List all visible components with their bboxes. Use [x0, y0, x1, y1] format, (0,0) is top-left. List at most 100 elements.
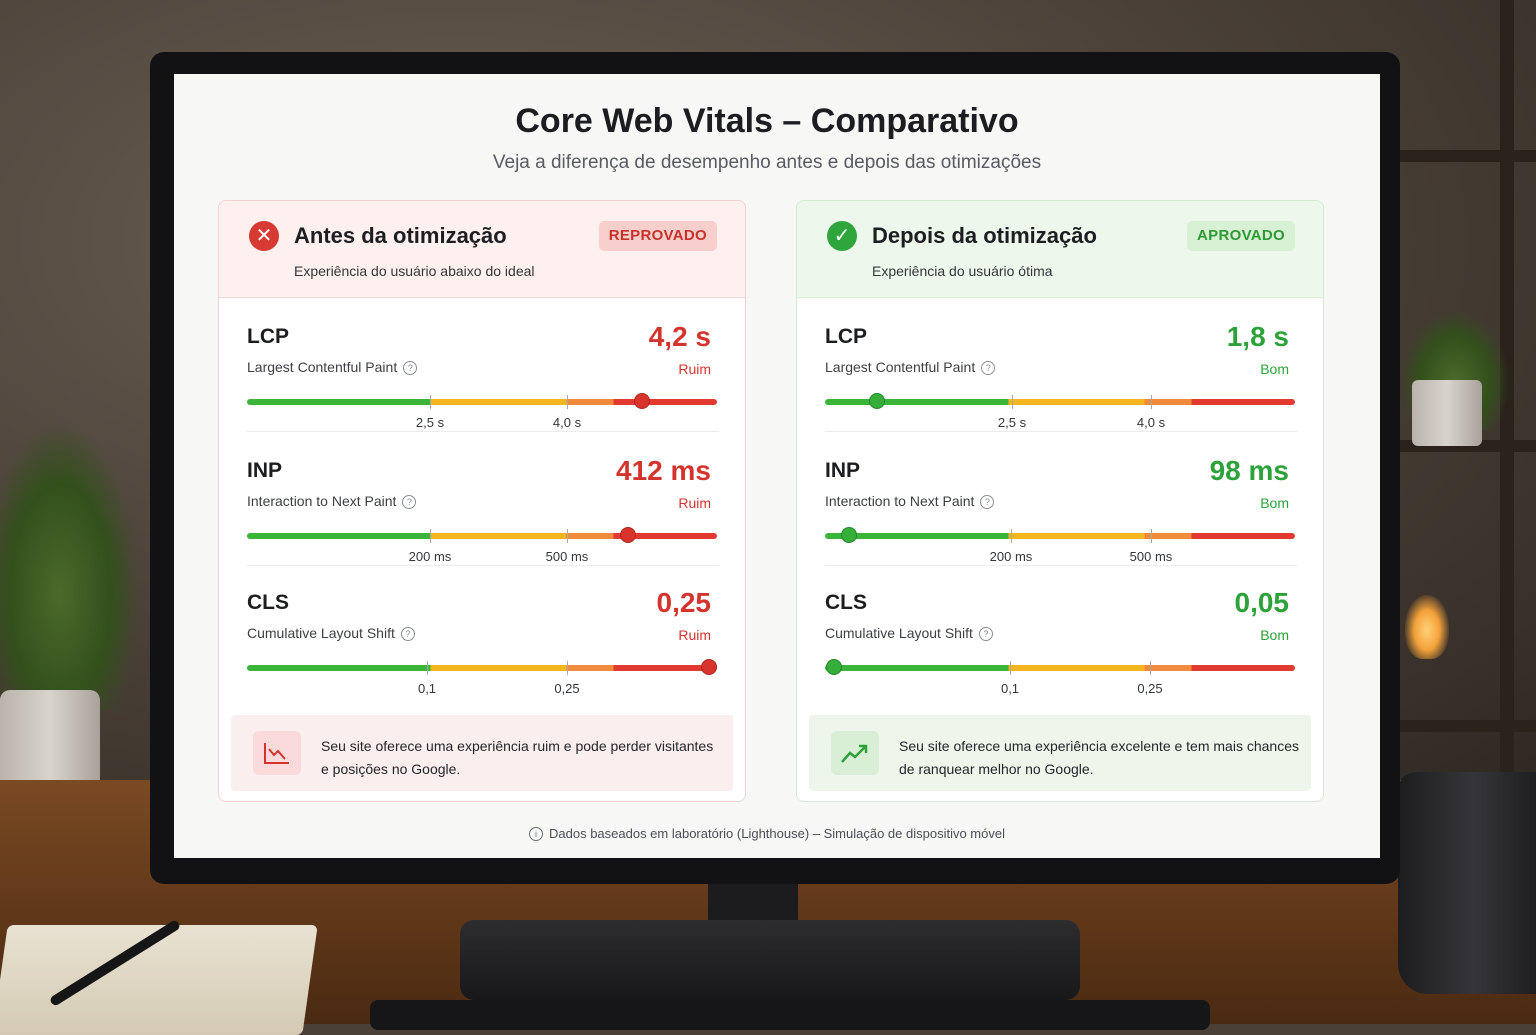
metric-lcp: LCP Largest Contentful Paint? 4,2 s Ruim… — [247, 297, 719, 432]
metric-marker — [619, 527, 636, 543]
scale-tick — [1151, 529, 1152, 543]
scale-tick — [1011, 529, 1012, 543]
shelf-board — [1400, 150, 1536, 162]
metric-inp: INP Interaction to Next Paint? 98 ms Bom… — [825, 431, 1297, 566]
scale-tick — [427, 661, 428, 675]
metric-cls: CLS Cumulative Layout Shift? 0,25 Ruim 0… — [247, 563, 719, 697]
scale-tick — [430, 529, 431, 543]
metric-scale-bar — [247, 665, 717, 671]
metric-value: 1,8 s — [1226, 321, 1289, 352]
metric-name: INP — [247, 459, 283, 482]
footnote: i Dados baseados em laboratório (Lighthou… — [174, 826, 1360, 841]
metric-fullname: Interaction to Next Paint? — [247, 493, 417, 509]
metric-name: LCP — [247, 325, 289, 348]
metric-scale-bar — [247, 399, 717, 405]
status-badge: APROVADO — [1187, 221, 1295, 251]
help-icon[interactable]: ? — [402, 495, 417, 509]
scale-tick-label: 0,1 — [1000, 681, 1020, 696]
metric-marker — [868, 393, 885, 409]
scale-tick — [1010, 661, 1011, 675]
metric-inp: INP Interaction to Next Paint? 412 ms Ru… — [247, 431, 719, 566]
scale-tick — [1012, 395, 1013, 409]
summary-box: Seu site oferece uma experiência excelen… — [809, 715, 1311, 791]
metric-value: 412 ms — [616, 455, 711, 486]
scale-tick — [567, 529, 568, 543]
metric-marker — [701, 659, 717, 675]
info-icon: i — [529, 827, 543, 841]
card-subtitle: Experiência do usuário ótima — [872, 263, 1053, 279]
metric-value: 0,05 — [1234, 587, 1290, 618]
metric-marker — [633, 393, 650, 409]
scale-tick-label: 200 ms — [408, 549, 452, 564]
metric-cls: CLS Cumulative Layout Shift? 0,05 Bom 0,… — [825, 563, 1297, 697]
metric-fullname: Interaction to Next Paint? — [825, 493, 995, 509]
metric-fullname: Largest Contentful Paint? — [825, 359, 996, 375]
metric-value: 0,25 — [656, 587, 712, 618]
keyboard — [370, 1000, 1210, 1030]
metric-status: Bom — [1260, 495, 1289, 511]
scale-tick-label: 2,5 s — [997, 415, 1027, 430]
scale-tick-label: 4,0 s — [552, 415, 582, 430]
status-badge: REPROVADO — [598, 221, 717, 251]
scale-tick — [567, 661, 568, 675]
scale-tick-label: 4,0 s — [1136, 415, 1166, 430]
metric-status: Bom — [1260, 361, 1289, 377]
scale-tick — [430, 395, 431, 409]
shelf-board — [1400, 720, 1536, 732]
help-icon[interactable]: ? — [403, 361, 418, 375]
scale-tick-label: 200 ms — [989, 549, 1033, 564]
metric-name: CLS — [247, 591, 289, 614]
page-title: Core Web Vitals – Comparativo — [515, 102, 1019, 140]
check-circle-icon: ✓ — [827, 221, 857, 251]
monitor-base — [460, 920, 1080, 1000]
metric-fullname: Largest Contentful Paint? — [247, 359, 418, 375]
scale-tick-label: 0,1 — [417, 681, 437, 696]
notebook — [0, 925, 318, 1035]
metric-fullname: Cumulative Layout Shift? — [247, 625, 415, 641]
lamp — [1405, 595, 1449, 659]
card-subtitle: Experiência do usuário abaixo do ideal — [294, 263, 535, 279]
scale-tick — [567, 395, 568, 409]
scale-tick-label: 500 ms — [1129, 549, 1173, 564]
card-header: ✕ Antes da otimização Experiência do usu… — [219, 201, 745, 298]
metric-name: INP — [825, 459, 861, 482]
metric-lcp: LCP Largest Contentful Paint? 1,8 s Bom … — [825, 297, 1297, 432]
metric-value: 98 ms — [1209, 455, 1289, 486]
metric-marker — [840, 527, 857, 543]
help-icon[interactable]: ? — [980, 495, 995, 509]
after-card: ✓ Depois da otimização Experiência do us… — [796, 200, 1324, 802]
help-icon[interactable]: ? — [981, 361, 996, 375]
card-header: ✓ Depois da otimização Experiência do us… — [797, 201, 1323, 298]
metric-scale-bar — [825, 665, 1295, 671]
scale-tick-label: 0,25 — [1137, 681, 1163, 696]
metric-name: CLS — [825, 591, 867, 614]
metric-value: 4,2 s — [648, 321, 711, 352]
help-icon[interactable]: ? — [978, 627, 993, 641]
page-subtitle: Veja a diferença de desempenho antes e d… — [492, 152, 1042, 173]
metric-status: Ruim — [678, 627, 711, 643]
x-circle-icon: ✕ — [249, 221, 279, 251]
metric-scale-bar — [247, 533, 717, 539]
help-icon[interactable]: ? — [400, 627, 415, 641]
metric-status: Ruim — [678, 495, 711, 511]
scale-tick-label: 0,25 — [554, 681, 580, 696]
scale-tick — [1151, 395, 1152, 409]
metric-status: Ruim — [678, 361, 711, 377]
metric-fullname: Cumulative Layout Shift? — [825, 625, 993, 641]
card-title: Antes da otimização — [294, 223, 507, 248]
before-card: ✕ Antes da otimização Experiência do usu… — [218, 200, 746, 802]
summary-text: Seu site oferece uma experiência ruim e … — [321, 738, 714, 777]
plant — [0, 420, 140, 710]
metric-scale-bar — [825, 533, 1295, 539]
scale-tick-label: 500 ms — [545, 549, 589, 564]
mug — [1398, 772, 1536, 994]
trend-down-icon — [253, 731, 301, 775]
plant-pot — [1412, 380, 1482, 446]
scale-tick — [1150, 661, 1151, 675]
dashboard-screen: Core Web Vitals – Comparativo Veja a dif… — [174, 74, 1380, 858]
summary-text: Seu site oferece uma experiência excelen… — [899, 738, 1299, 777]
metric-name: LCP — [825, 325, 867, 348]
summary-box: Seu site oferece uma experiência ruim e … — [231, 715, 733, 791]
trend-up-icon — [831, 731, 879, 775]
metric-status: Bom — [1260, 627, 1289, 643]
